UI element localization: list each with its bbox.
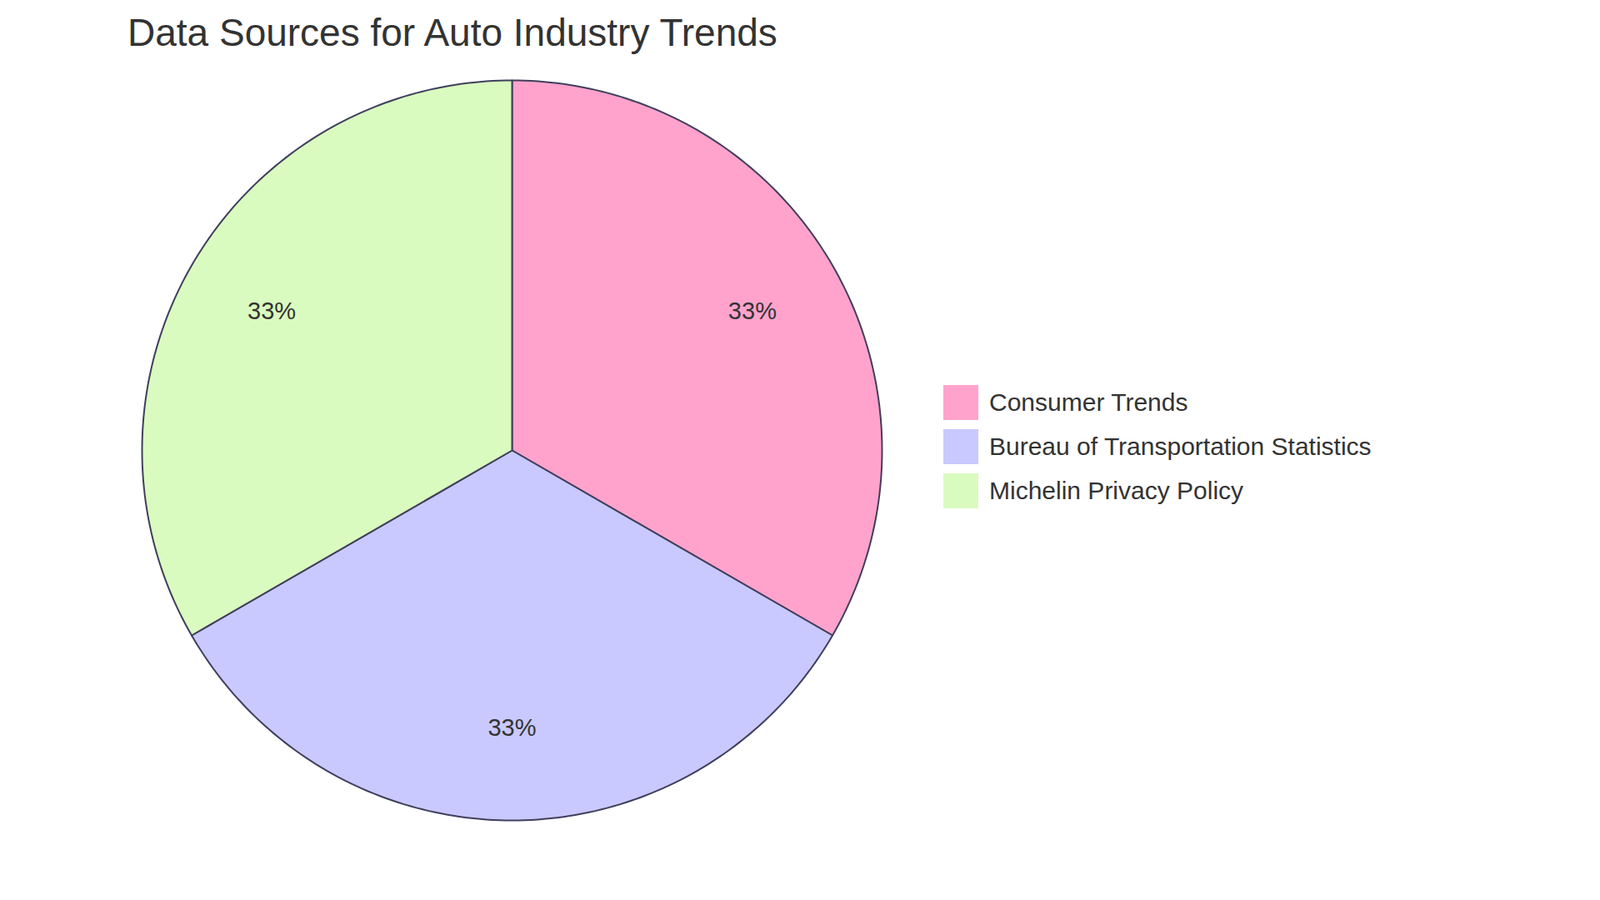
html-text:Data Sources for Auto Industry: Data Sources for Auto Industry Trends bbox=[127, 10, 778, 55]
svg-text:33%: 33% bbox=[487, 714, 536, 741]
svg-text:33%: 33% bbox=[247, 297, 296, 325]
svg-text:33%: 33% bbox=[728, 297, 777, 325]
html-text:Consumer Trends: Consumer Trends bbox=[989, 387, 1188, 416]
html-text:Michelin Privacy Policy: Michelin Privacy Policy bbox=[989, 476, 1244, 504]
html-text:Bureau of Transportation Stati: Bureau of Transportation Statistics bbox=[989, 432, 1372, 460]
